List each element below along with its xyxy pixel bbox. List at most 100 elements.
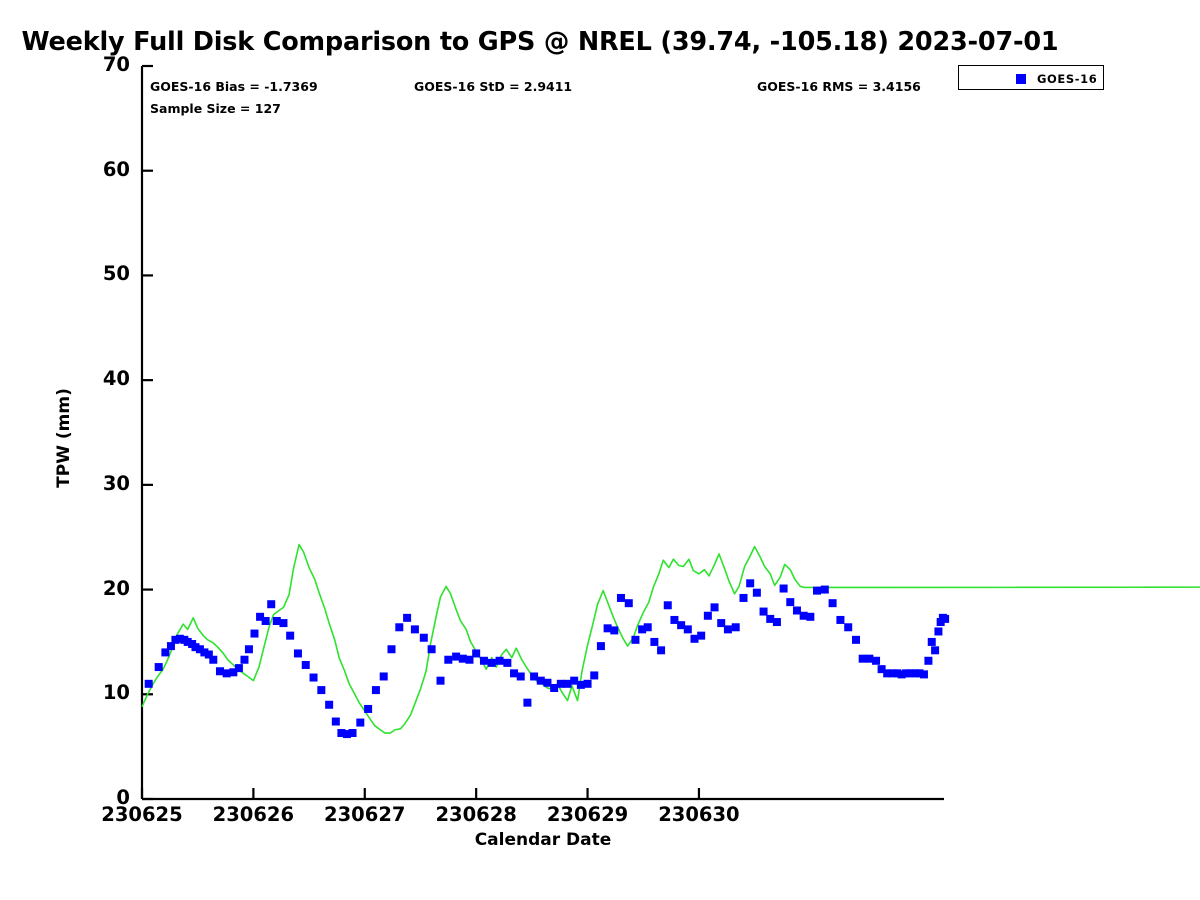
data-point-goes16 [356,718,365,727]
data-point-goes16 [191,643,200,652]
data-point-goes16 [836,615,845,624]
data-point-goes16 [710,603,719,612]
data-point-goes16 [690,634,699,643]
data-point-goes16 [603,624,612,633]
data-point-goes16 [792,606,801,615]
y-tick-label: 30 [102,471,130,495]
data-point-goes16 [858,654,867,663]
data-point-goes16 [556,679,565,688]
data-point-goes16 [731,623,740,632]
data-point-goes16 [317,686,326,695]
y-tick-label: 50 [102,262,130,286]
data-point-goes16 [799,611,808,620]
x-tick-label: 230630 [658,803,740,826]
data-point-goes16 [371,686,380,695]
chart-legend: GOES-16 [958,65,1104,90]
data-point-goes16 [806,612,815,621]
data-point-goes16 [261,616,270,625]
axis-lines [140,66,944,801]
data-point-goes16 [209,655,218,664]
data-point-goes16 [487,658,496,667]
data-point-goes16 [596,642,605,651]
data-point-goes16 [410,625,419,634]
data-point-goes16 [495,656,504,665]
data-point-goes16 [379,672,388,681]
stat-sample-size: Sample Size = 127 [150,101,281,116]
data-point-goes16 [697,631,706,640]
goes16-scatter-series [144,579,950,739]
data-point-goes16 [786,598,795,607]
data-point-goes16 [590,671,599,680]
data-point-goes16 [670,615,679,624]
data-point-goes16 [919,670,928,679]
y-tick-label: 0 [116,786,130,809]
data-point-goes16 [272,616,281,625]
data-point-goes16 [516,672,525,681]
stat-std: GOES-16 StD = 2.9411 [414,79,573,94]
data-point-goes16 [204,650,213,659]
data-point-goes16 [828,599,837,608]
y-tick-label: 60 [102,157,130,181]
data-point-goes16 [936,618,945,627]
x-tick-label: 230626 [212,803,295,826]
data-point-goes16 [927,637,936,646]
data-point-goes16 [766,614,775,623]
data-point-goes16 [387,645,396,654]
data-point-goes16 [576,680,585,689]
data-point-goes16 [865,654,874,663]
data-point-goes16 [624,599,633,608]
data-point-goes16 [820,585,829,594]
data-point-goes16 [144,679,153,688]
y-tick-label: 10 [102,681,130,705]
data-point-goes16 [897,670,906,679]
data-point-goes16 [183,637,192,646]
legend-marker-goes16 [1016,74,1026,84]
data-point-goes16 [779,584,788,593]
data-point-goes16 [616,593,625,602]
data-point-goes16 [175,634,184,643]
data-point-goes16 [348,729,357,738]
data-point-goes16 [286,631,295,640]
data-point-goes16 [161,648,170,657]
data-point-goes16 [723,625,732,634]
data-point-goes16 [325,700,334,709]
y-tick-label: 70 [102,53,130,76]
data-point-goes16 [610,626,619,635]
x-tick-label: 230629 [546,803,629,826]
data-point-goes16 [752,588,761,597]
x-tick-label: 230627 [324,803,406,826]
data-point-goes16 [663,601,672,610]
data-point-goes16 [934,627,943,636]
data-point-goes16 [523,698,532,707]
data-point-goes16 [883,669,892,678]
gps-reference-line [141,543,1200,734]
data-point-goes16 [759,607,768,616]
data-point-goes16 [643,623,652,632]
data-point-goes16 [256,612,265,621]
data-point-goes16 [279,619,288,628]
data-point-goes16 [427,645,436,654]
data-point-goes16 [215,667,224,676]
data-point-goes16 [844,623,853,632]
data-point-goes16 [530,672,539,681]
data-point-goes16 [458,654,467,663]
data-point-goes16 [364,704,373,713]
data-point-goes16 [563,679,572,688]
data-point-goes16 [250,629,259,638]
x-axis-label: Calendar Date [474,830,612,850]
y-axis-ticks [142,64,153,801]
data-point-goes16 [717,619,726,628]
x-tick-label: 230628 [435,803,517,826]
data-point-goes16 [309,673,318,682]
data-point-goes16 [902,669,911,678]
data-point-goes16 [677,621,686,630]
legend-label-goes16: GOES-16 [1037,72,1098,86]
data-point-goes16 [570,676,579,685]
data-point-goes16 [906,669,915,678]
data-point-goes16 [536,676,545,685]
data-point-goes16 [924,656,933,665]
data-point-goes16 [479,656,488,665]
y-tick-label: 40 [102,367,130,391]
y-tick-label: 20 [102,576,130,600]
